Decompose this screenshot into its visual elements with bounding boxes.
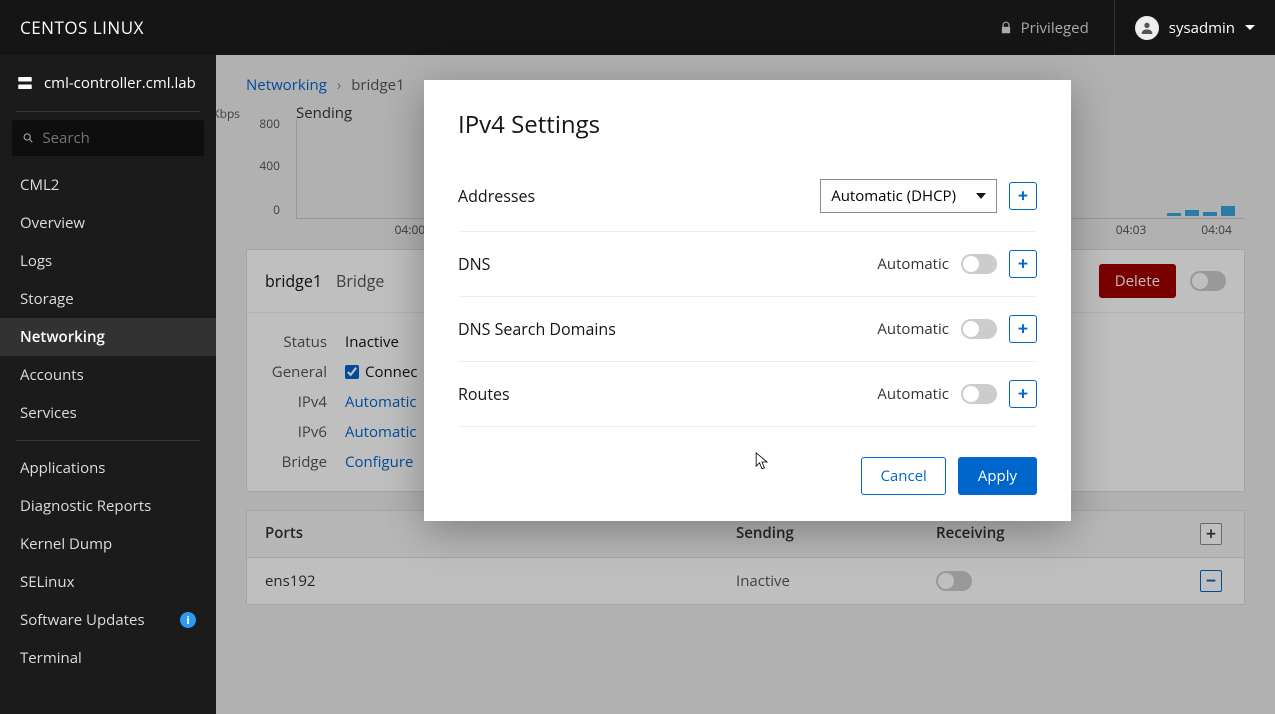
sidebar-item-terminal[interactable]: Terminal xyxy=(0,639,216,677)
dns-search-row: DNS Search Domains Automatic + xyxy=(458,297,1037,362)
sidebar-item-diagnostic-reports[interactable]: Diagnostic Reports xyxy=(0,487,216,525)
add-dns-search-button[interactable]: + xyxy=(1009,315,1037,343)
info-badge-icon: i xyxy=(180,612,196,628)
lock-icon xyxy=(999,21,1013,35)
sidebar: cml-controller.cml.lab CML2OverviewLogsS… xyxy=(0,55,216,714)
addresses-mode-dropdown[interactable]: Automatic (DHCP) xyxy=(820,179,997,213)
sidebar-item-kernel-dump[interactable]: Kernel Dump xyxy=(0,525,216,563)
sidebar-item-accounts[interactable]: Accounts xyxy=(0,356,216,394)
cancel-button[interactable]: Cancel xyxy=(861,457,945,495)
modal-title: IPv4 Settings xyxy=(458,108,1037,141)
user-menu[interactable]: sysadmin xyxy=(1114,0,1255,55)
sidebar-item-storage[interactable]: Storage xyxy=(0,280,216,318)
sidebar-item-overview[interactable]: Overview xyxy=(0,204,216,242)
dns-search-auto-toggle[interactable] xyxy=(961,319,997,339)
search-box[interactable] xyxy=(12,120,204,156)
search-input[interactable] xyxy=(42,128,194,148)
avatar-icon xyxy=(1135,16,1159,40)
sidebar-item-cml2[interactable]: CML2 xyxy=(0,166,216,204)
top-bar: CENTOS LINUX Privileged sysadmin xyxy=(0,0,1275,55)
add-dns-button[interactable]: + xyxy=(1009,250,1037,278)
dns-row: DNS Automatic + xyxy=(458,232,1037,297)
host-label[interactable]: cml-controller.cml.lab xyxy=(0,55,216,103)
chevron-down-icon xyxy=(976,193,986,199)
addresses-row: Addresses Automatic (DHCP) + xyxy=(458,161,1037,232)
apply-button[interactable]: Apply xyxy=(958,457,1037,495)
dns-auto-toggle[interactable] xyxy=(961,254,997,274)
sidebar-item-networking[interactable]: Networking xyxy=(0,318,216,356)
search-icon xyxy=(22,131,34,145)
sidebar-item-logs[interactable]: Logs xyxy=(0,242,216,280)
add-route-button[interactable]: + xyxy=(1009,380,1037,408)
routes-auto-toggle[interactable] xyxy=(961,384,997,404)
sidebar-item-selinux[interactable]: SELinux xyxy=(0,563,216,601)
sidebar-item-applications[interactable]: Applications xyxy=(0,449,216,487)
ipv4-settings-modal: IPv4 Settings Addresses Automatic (DHCP)… xyxy=(424,80,1071,521)
chevron-down-icon xyxy=(1245,25,1255,30)
sidebar-item-services[interactable]: Services xyxy=(0,394,216,432)
server-icon xyxy=(16,74,34,92)
privileged-indicator[interactable]: Privileged xyxy=(999,18,1089,38)
routes-row: Routes Automatic + xyxy=(458,362,1037,427)
sidebar-item-software-updates[interactable]: Software Updatesi xyxy=(0,601,216,639)
add-address-button[interactable]: + xyxy=(1009,182,1037,210)
brand-label: CENTOS LINUX xyxy=(20,16,144,39)
